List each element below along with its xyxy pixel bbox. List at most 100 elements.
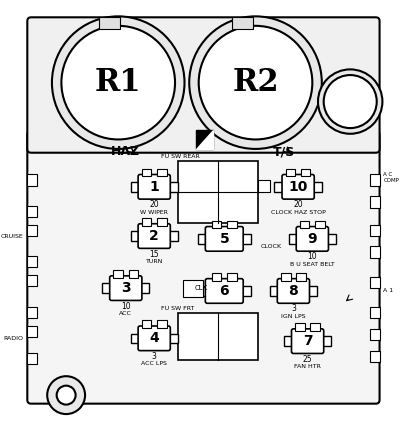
Text: CRUISE: CRUISE (1, 233, 24, 239)
FancyBboxPatch shape (138, 174, 170, 199)
Bar (308, 286, 317, 296)
Bar (178, 313, 258, 360)
Bar (198, 234, 207, 244)
Bar (370, 307, 380, 318)
Text: FAN HTR: FAN HTR (294, 364, 321, 369)
Text: A 1: A 1 (383, 289, 394, 293)
Text: R2: R2 (232, 67, 279, 98)
Circle shape (52, 16, 184, 149)
Text: 9: 9 (308, 232, 317, 246)
Text: CLK: CLK (195, 285, 208, 291)
Bar (168, 182, 178, 191)
Text: IGN LPS: IGN LPS (281, 314, 306, 319)
Bar (300, 221, 310, 229)
Circle shape (324, 75, 377, 128)
Bar (284, 336, 293, 346)
FancyBboxPatch shape (138, 326, 170, 351)
Circle shape (57, 386, 76, 405)
Bar (157, 320, 166, 328)
Bar (102, 283, 112, 293)
Text: ACC: ACC (119, 311, 132, 316)
Bar (27, 353, 37, 364)
Bar (310, 323, 320, 331)
Bar (142, 218, 151, 226)
Text: 6: 6 (220, 284, 229, 298)
Bar (168, 231, 178, 241)
Bar (281, 273, 290, 281)
Bar (27, 206, 37, 217)
Polygon shape (196, 130, 213, 149)
Bar (286, 169, 295, 177)
FancyBboxPatch shape (282, 174, 314, 199)
Text: 8: 8 (288, 284, 298, 298)
Text: 2: 2 (149, 229, 159, 243)
Text: 7: 7 (303, 334, 312, 348)
Bar (114, 270, 123, 278)
Text: W WIPER: W WIPER (140, 210, 168, 215)
Bar (370, 247, 380, 258)
Bar (142, 320, 151, 328)
Text: 3: 3 (152, 352, 157, 361)
Bar (274, 182, 284, 191)
Text: B U SEAT BELT: B U SEAT BELT (290, 262, 335, 267)
Bar (258, 180, 270, 191)
Bar (370, 174, 380, 186)
Bar (157, 169, 166, 177)
Text: 20: 20 (293, 200, 303, 209)
Bar (130, 182, 140, 191)
Circle shape (47, 376, 85, 414)
Bar (212, 273, 222, 281)
Bar (130, 231, 140, 241)
Text: 5: 5 (219, 232, 229, 246)
Text: 4: 4 (149, 331, 159, 345)
Bar (370, 329, 380, 340)
Bar (27, 225, 37, 236)
FancyBboxPatch shape (205, 279, 243, 303)
Text: 10: 10 (288, 180, 308, 194)
Text: T/S: T/S (273, 145, 295, 158)
Bar (212, 221, 222, 229)
FancyBboxPatch shape (296, 226, 328, 251)
Text: 3: 3 (291, 304, 296, 314)
Text: FU SW REAR: FU SW REAR (161, 154, 200, 159)
Bar (370, 277, 380, 288)
Bar (241, 286, 251, 296)
Text: RADIO: RADIO (4, 336, 24, 341)
Bar (227, 221, 236, 229)
Bar (27, 307, 37, 318)
Bar (370, 225, 380, 236)
Text: CLOCK HAZ STOP: CLOCK HAZ STOP (271, 210, 326, 215)
Text: HAZ: HAZ (111, 145, 140, 158)
Bar (27, 275, 37, 286)
FancyBboxPatch shape (205, 226, 243, 251)
Text: 10: 10 (308, 252, 317, 261)
Bar (322, 336, 331, 346)
Text: TURN: TURN (146, 259, 163, 264)
Text: CLOCK: CLOCK (261, 244, 282, 249)
Bar (140, 283, 150, 293)
Text: ACC LPS: ACC LPS (141, 361, 167, 366)
Circle shape (318, 69, 382, 134)
Bar (178, 161, 258, 223)
Text: A C
COMP: A C COMP (383, 172, 399, 183)
Bar (27, 256, 37, 267)
Bar (270, 286, 279, 296)
FancyBboxPatch shape (27, 18, 380, 153)
Bar (295, 323, 305, 331)
Bar (27, 326, 37, 337)
Text: 3: 3 (121, 281, 131, 295)
Bar (301, 169, 310, 177)
Bar (168, 334, 178, 343)
FancyBboxPatch shape (292, 329, 324, 353)
Text: 10: 10 (121, 302, 131, 311)
Bar (142, 169, 151, 177)
Bar (296, 273, 306, 281)
Bar (99, 18, 120, 28)
Text: 1: 1 (149, 180, 159, 194)
Bar (157, 218, 166, 226)
Bar (198, 286, 207, 296)
Bar (27, 174, 37, 186)
Text: FU SW FRT: FU SW FRT (161, 306, 194, 311)
Bar (326, 234, 336, 244)
FancyBboxPatch shape (110, 276, 142, 300)
